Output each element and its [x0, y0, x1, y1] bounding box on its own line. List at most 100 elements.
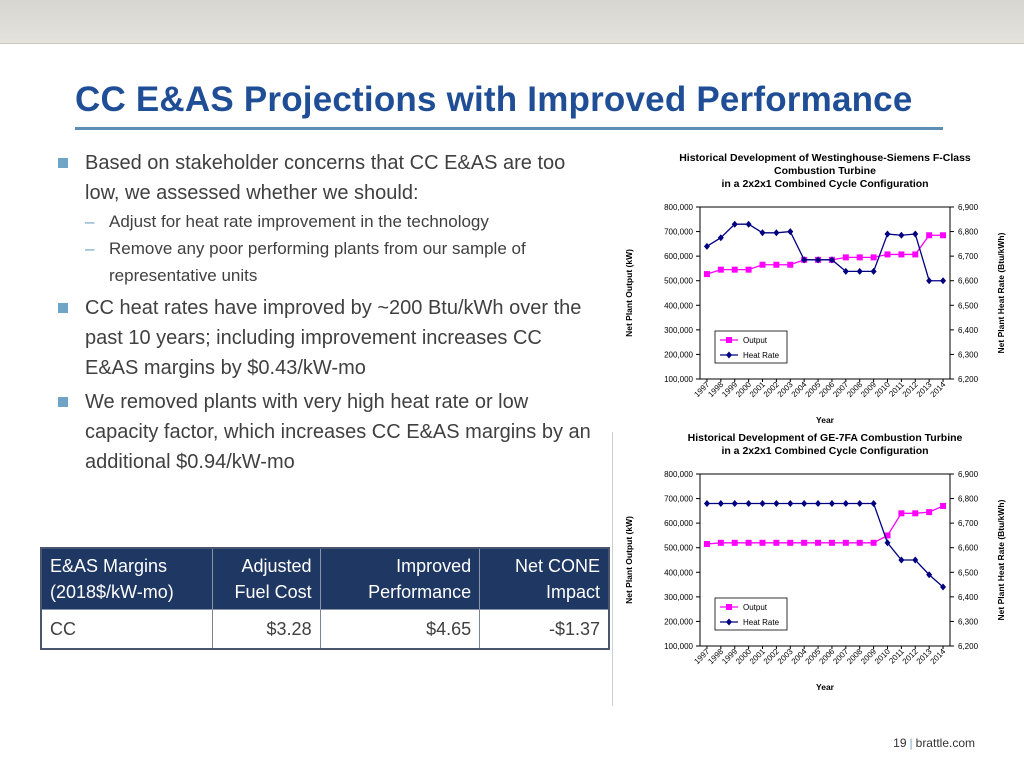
- legend-box: [714, 597, 788, 631]
- data-point: [856, 267, 863, 275]
- data-point: [828, 256, 835, 264]
- y-tick-label: 700,000: [664, 495, 693, 504]
- x-tick-label: 2014: [929, 380, 948, 399]
- data-point: [801, 499, 808, 507]
- plot-area: [699, 206, 951, 380]
- y2-tick-label: 6,700: [958, 519, 979, 528]
- footer: 19 | brattle.com: [893, 736, 975, 750]
- data-point: [842, 539, 849, 546]
- y2-tick-label: 6,400: [958, 326, 979, 335]
- y2-tick-label: 6,500: [958, 568, 979, 577]
- sub-bullet-list: – Adjust for heat rate improvement in th…: [85, 208, 600, 289]
- data-point: [703, 271, 710, 278]
- data-point: [856, 499, 863, 507]
- y-tick-label: 800,000: [664, 203, 693, 212]
- data-point: [912, 510, 919, 517]
- legend-marker: [726, 337, 732, 343]
- data-point: [898, 510, 905, 517]
- data-point: [926, 232, 933, 239]
- data-point: [773, 261, 780, 268]
- y-tick-label: 800,000: [664, 470, 693, 479]
- data-point: [815, 256, 822, 264]
- data-point: [731, 266, 738, 273]
- data-point: [884, 230, 891, 238]
- data-point: [745, 220, 752, 228]
- bullet-item: CC heat rates have improved by ~200 Btu/…: [55, 293, 600, 383]
- y-tick-label: 400,000: [664, 568, 693, 577]
- data-point: [717, 266, 724, 273]
- legend-marker: [726, 351, 732, 359]
- data-point: [745, 266, 752, 273]
- data-point: [884, 539, 891, 547]
- y-axis-label: Net Plant Output (kW): [624, 516, 634, 604]
- y-tick-label: 600,000: [664, 252, 693, 261]
- data-point: [898, 231, 905, 239]
- y2-tick-label: 6,700: [958, 252, 979, 261]
- data-point: [717, 234, 724, 242]
- data-point: [912, 556, 919, 564]
- data-point: [940, 583, 947, 591]
- y-tick-label: 200,000: [664, 350, 693, 359]
- data-point: [787, 499, 794, 507]
- data-point: [815, 499, 822, 507]
- y2-tick-label: 6,500: [958, 301, 979, 310]
- y2-tick-label: 6,200: [958, 375, 979, 384]
- x-tick-label: 2014: [929, 647, 948, 666]
- footer-site: brattle.com: [915, 736, 975, 750]
- data-point: [912, 230, 919, 238]
- data-point: [884, 532, 891, 539]
- data-point: [731, 539, 738, 546]
- y2-tick-label: 6,600: [958, 544, 979, 553]
- title-rule: [75, 127, 943, 130]
- x-axis-label: Year: [816, 415, 835, 425]
- data-point: [828, 499, 835, 507]
- table-cell: CC: [40, 609, 213, 650]
- data-point: [703, 242, 710, 250]
- square-bullet-icon: [58, 158, 68, 168]
- legend-box: [714, 330, 788, 364]
- data-point: [759, 229, 766, 237]
- chart-title: Combustion Turbine: [774, 165, 876, 177]
- x-axis-label: Year: [816, 682, 835, 692]
- data-point: [842, 499, 849, 507]
- data-point: [926, 277, 933, 285]
- chart-title: in a 2x2x1 Combined Cycle Configuration: [721, 445, 928, 457]
- legend-marker: [726, 604, 732, 610]
- data-point: [926, 509, 933, 516]
- bullet-text: Based on stakeholder concerns that CC E&…: [85, 152, 566, 204]
- data-point: [898, 251, 905, 258]
- series-line-output: [706, 505, 944, 545]
- y-tick-label: 600,000: [664, 519, 693, 528]
- data-point: [745, 499, 752, 507]
- sub-bullet-text: Remove any poor performing plants from o…: [109, 239, 526, 285]
- sub-bullet-text: Adjust for heat rate improvement in the …: [109, 212, 489, 231]
- data-point: [940, 277, 947, 285]
- y-tick-label: 100,000: [664, 375, 693, 384]
- data-point: [842, 267, 849, 275]
- sub-bullet-item: – Remove any poor performing plants from…: [85, 235, 600, 289]
- dash-bullet-icon: –: [85, 239, 95, 258]
- data-point: [717, 539, 724, 546]
- data-point: [801, 539, 808, 546]
- y-tick-label: 400,000: [664, 301, 693, 310]
- y2-axis-label: Net Plant Heat Rate (Btu/kWh): [996, 232, 1006, 353]
- sub-bullet-item: – Adjust for heat rate improvement in th…: [85, 208, 600, 235]
- y2-tick-label: 6,300: [958, 617, 979, 626]
- data-point: [940, 502, 947, 509]
- y-tick-label: 700,000: [664, 228, 693, 237]
- legend-marker: [726, 618, 732, 626]
- data-point: [787, 261, 794, 268]
- y-axis-label: Net Plant Output (kW): [624, 249, 634, 337]
- data-point: [815, 539, 822, 546]
- footer-separator: |: [909, 736, 913, 750]
- y-tick-label: 500,000: [664, 277, 693, 286]
- data-point: [787, 228, 794, 236]
- y2-tick-label: 6,900: [958, 470, 979, 479]
- y-tick-label: 500,000: [664, 544, 693, 553]
- legend-label: Output: [743, 336, 768, 345]
- table-header-row: E&AS Margins (2018$/kW-mo) Adjusted Fuel…: [40, 547, 610, 610]
- bullet-item: We removed plants with very high heat ra…: [55, 387, 600, 477]
- data-point: [759, 499, 766, 507]
- y2-tick-label: 6,600: [958, 277, 979, 286]
- data-point: [870, 539, 877, 546]
